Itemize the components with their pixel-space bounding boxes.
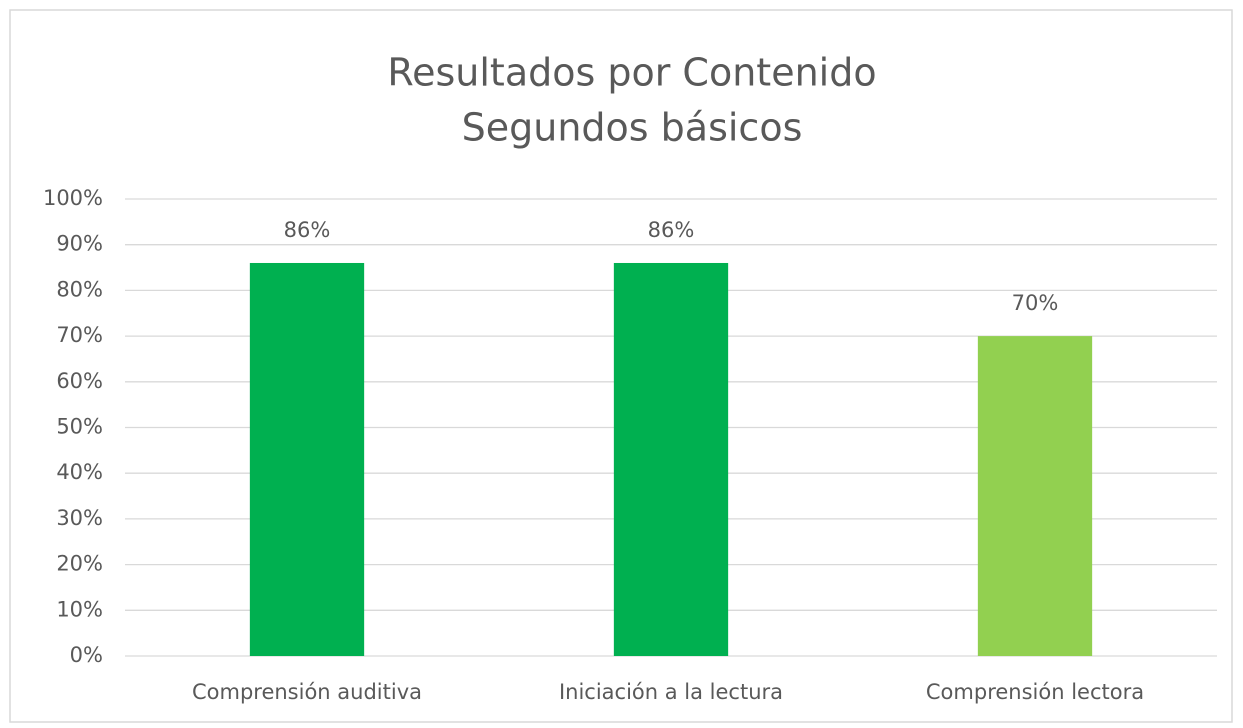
- bar: [613, 262, 729, 656]
- y-tick-label: 90%: [56, 232, 103, 256]
- bar: [249, 262, 365, 656]
- bar: [977, 336, 1093, 656]
- data-label: 70%: [1012, 291, 1059, 315]
- data-label: 86%: [648, 218, 695, 242]
- y-tick-label: 50%: [56, 415, 103, 439]
- y-tick-label: 60%: [56, 369, 103, 393]
- chart-title: Resultados por Contenido: [387, 51, 876, 95]
- chart-subtitle: Segundos básicos: [462, 106, 803, 150]
- y-tick-label: 80%: [56, 277, 103, 301]
- y-tick-label: 70%: [56, 323, 103, 347]
- data-label: 86%: [284, 218, 331, 242]
- y-tick-label: 0%: [70, 643, 103, 667]
- x-tick-label: Iniciación a la lectura: [559, 680, 783, 704]
- x-tick-label: Comprensión lectora: [926, 680, 1144, 704]
- y-tick-label: 40%: [56, 460, 103, 484]
- y-tick-label: 10%: [56, 597, 103, 621]
- x-tick-label: Comprensión auditiva: [192, 680, 422, 704]
- y-tick-label: 20%: [56, 552, 103, 576]
- y-tick-label: 100%: [43, 186, 103, 210]
- y-tick-label: 30%: [56, 506, 103, 530]
